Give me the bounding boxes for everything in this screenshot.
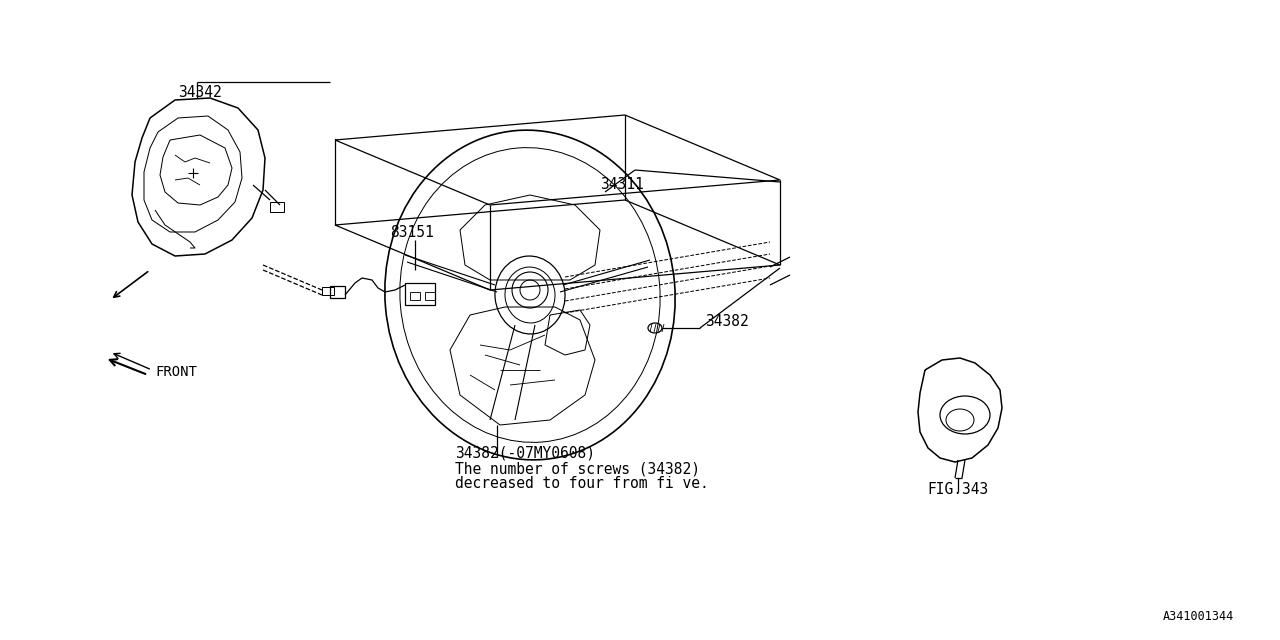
Text: 34342: 34342: [178, 85, 221, 100]
Text: 83151: 83151: [390, 225, 434, 240]
Text: A341001344: A341001344: [1164, 610, 1234, 623]
Bar: [323, 287, 334, 295]
Text: decreased to four from fi ve.: decreased to four from fi ve.: [454, 476, 709, 491]
Bar: [425, 292, 435, 300]
Bar: [404, 283, 435, 305]
Text: FIG.343: FIG.343: [927, 482, 988, 497]
Text: 34382(-07MY0608): 34382(-07MY0608): [454, 446, 595, 461]
Bar: [270, 202, 284, 212]
Text: 34382: 34382: [705, 314, 749, 329]
Text: 34311: 34311: [600, 177, 644, 192]
Text: FRONT: FRONT: [155, 365, 197, 379]
Text: The number of screws (34382): The number of screws (34382): [454, 461, 700, 476]
Bar: [410, 292, 420, 300]
Bar: [330, 286, 346, 298]
